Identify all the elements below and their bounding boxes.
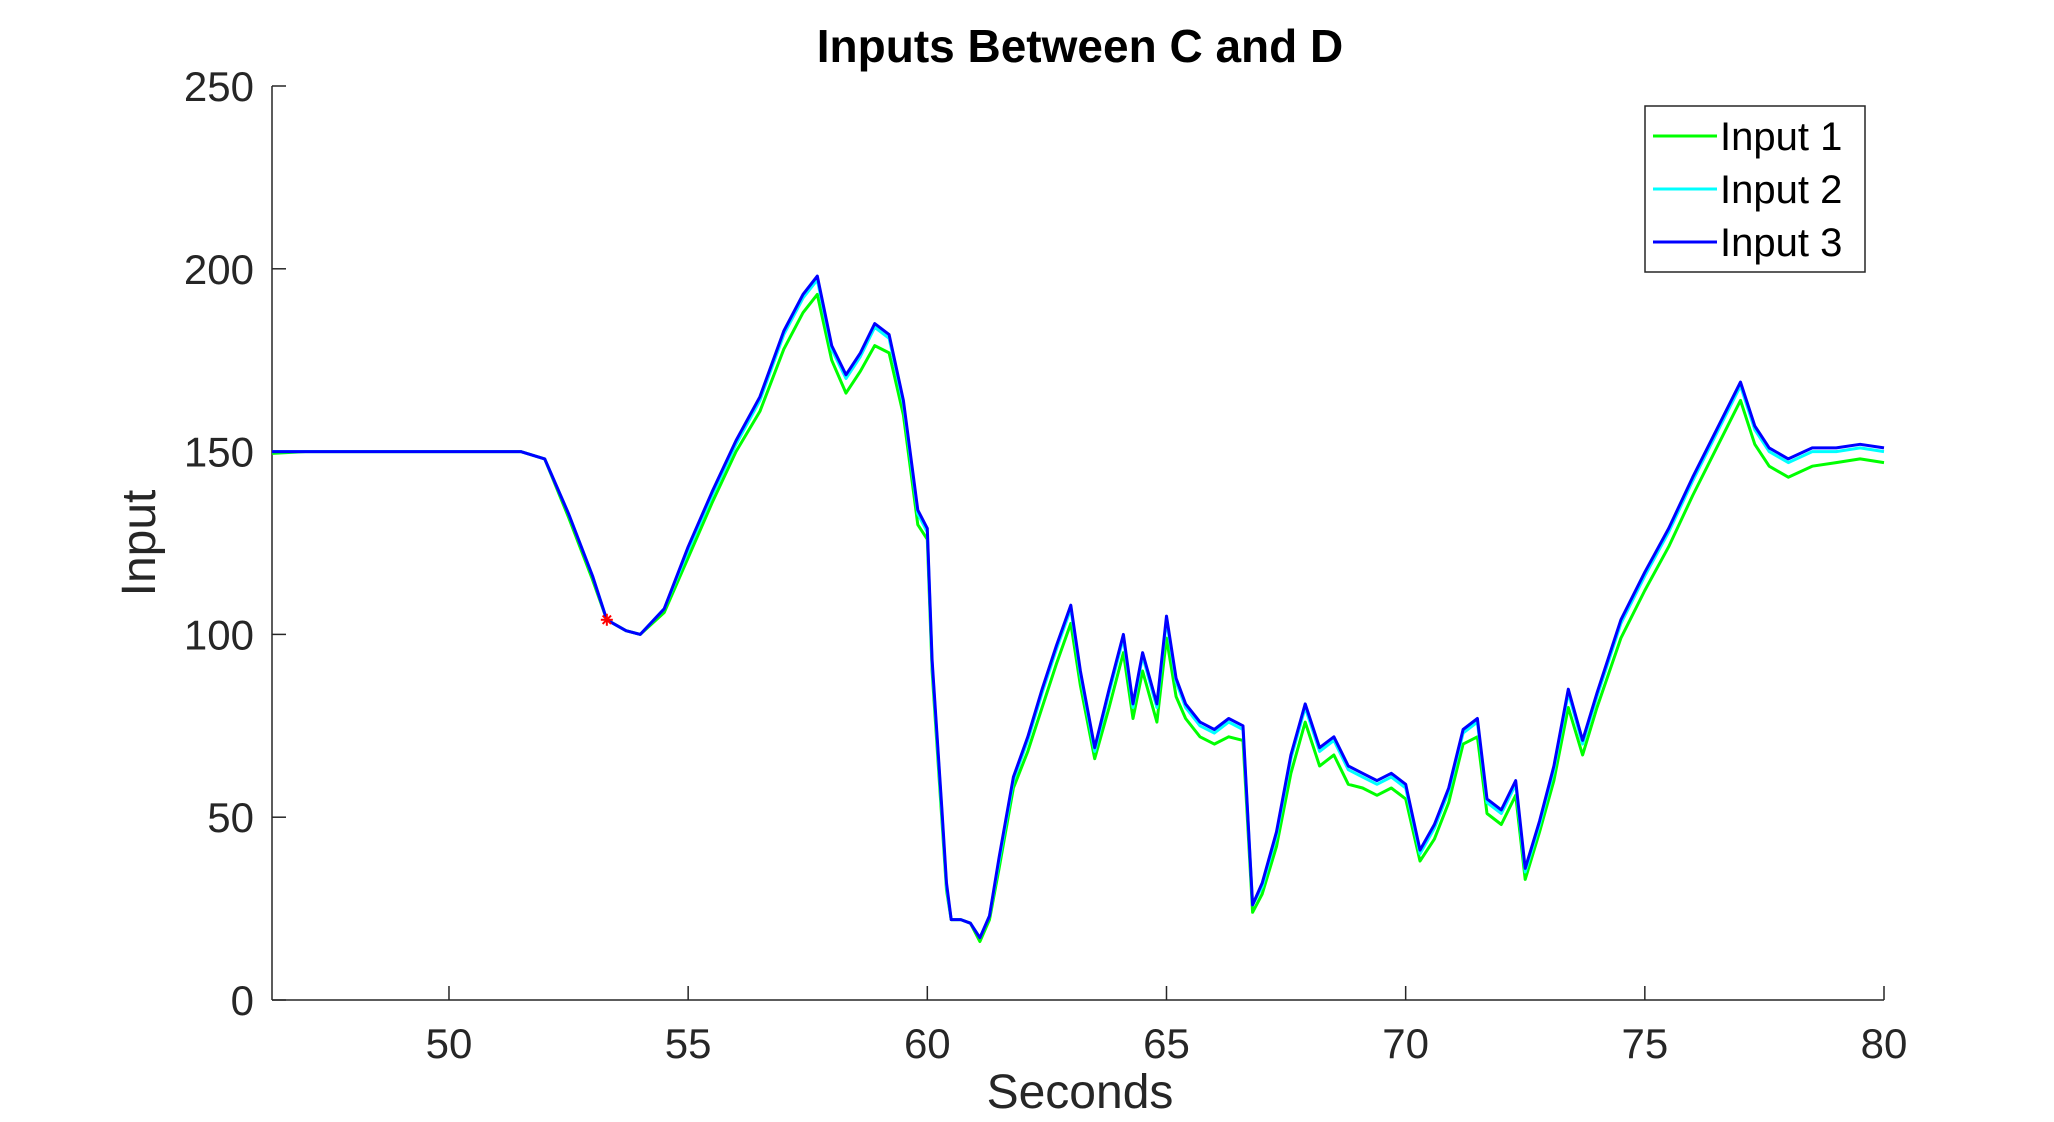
- y-axis-label: Input: [113, 490, 166, 597]
- legend-label-input-3: Input 3: [1720, 221, 1842, 265]
- x-tick-label: 70: [1382, 1020, 1429, 1067]
- chart-title: Inputs Between C and D: [817, 20, 1343, 72]
- legend-label-input-1: Input 1: [1720, 115, 1842, 159]
- asterisk-marker: [600, 613, 613, 626]
- axes: 50 55 60 65 70 75 80 0 50 100 150 200 250: [184, 63, 1907, 1067]
- x-tick-label: 65: [1143, 1020, 1190, 1067]
- x-tick-label: 60: [904, 1020, 951, 1067]
- y-tick-label: 250: [184, 63, 254, 110]
- x-tick-label: 50: [426, 1020, 473, 1067]
- series-line-input-3: [272, 274, 1885, 940]
- y-tick-label: 150: [184, 429, 254, 476]
- y-tick-label: 50: [207, 794, 254, 841]
- legend-label-input-2: Input 2: [1720, 168, 1842, 212]
- x-tick-label: 75: [1621, 1020, 1668, 1067]
- y-tick-label: 0: [231, 977, 254, 1024]
- y-tick-label: 100: [184, 611, 254, 658]
- x-tick-label: 55: [665, 1020, 712, 1067]
- marker-stroke: [601, 614, 612, 625]
- series-line-input-1: [271, 292, 1885, 943]
- markers: [600, 613, 613, 626]
- legend: Input 1 Input 2 Input 3: [1644, 105, 1866, 273]
- series-lines: [271, 274, 1885, 943]
- x-axis-label: Seconds: [987, 1066, 1174, 1119]
- y-tick-label: 200: [184, 246, 254, 293]
- x-tick-label: 80: [1861, 1020, 1908, 1067]
